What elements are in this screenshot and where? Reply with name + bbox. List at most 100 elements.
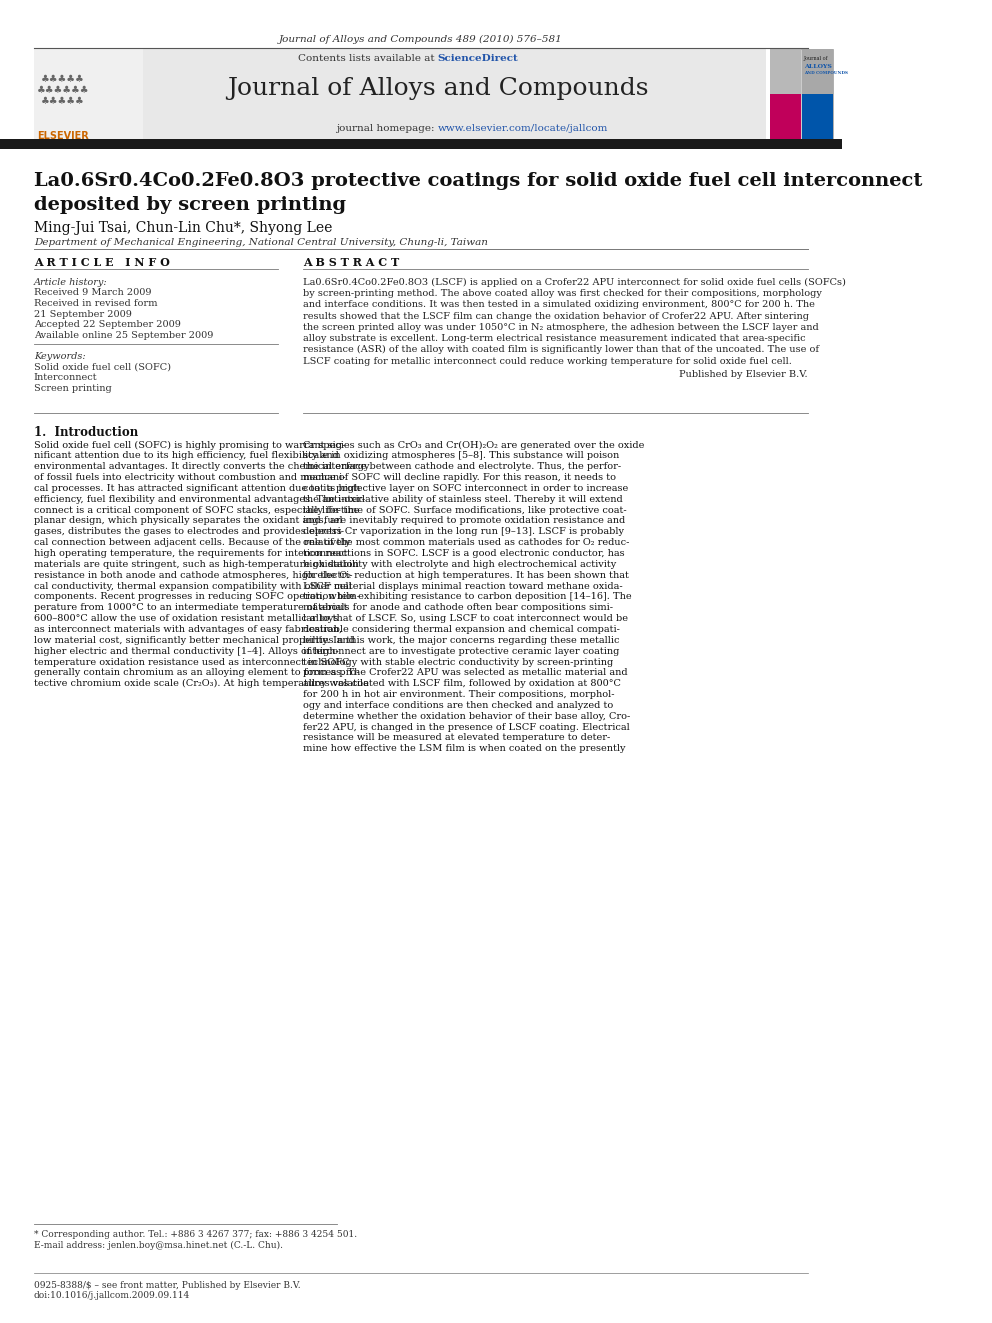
Text: results showed that the LSCF film can change the oxidation behavior of Crofer22 : results showed that the LSCF film can ch… xyxy=(303,311,809,320)
Text: mance of SOFC will decline rapidly. For this reason, it needs to: mance of SOFC will decline rapidly. For … xyxy=(303,474,616,482)
Text: technology with stable electric conductivity by screen-printing: technology with stable electric conducti… xyxy=(303,658,613,667)
Text: ALLOYS: ALLOYS xyxy=(804,64,831,69)
Text: by screen-printing method. The above coated alloy was first checked for their co: by screen-printing method. The above coa… xyxy=(303,288,822,298)
Text: Ming-Jui Tsai, Chun-Lin Chu*, Shyong Lee: Ming-Jui Tsai, Chun-Lin Chu*, Shyong Lee xyxy=(34,221,332,235)
Text: depress Cr vaporization in the long run [9–13]. LSCF is probably: depress Cr vaporization in the long run … xyxy=(303,528,624,536)
Text: lar to that of LSCF. So, using LSCF to coat interconnect would be: lar to that of LSCF. So, using LSCF to c… xyxy=(303,614,628,623)
Text: 600–800°C allow the use of oxidation resistant metallic alloys: 600–800°C allow the use of oxidation res… xyxy=(34,614,338,623)
Text: ings, are inevitably required to promote oxidation resistance and: ings, are inevitably required to promote… xyxy=(303,516,625,525)
Text: for 200 h in hot air environment. Their compositions, morphol-: for 200 h in hot air environment. Their … xyxy=(303,691,614,699)
Text: LSCF material displays minimal reaction toward methane oxida-: LSCF material displays minimal reaction … xyxy=(303,582,623,590)
Text: ELSEVIER: ELSEVIER xyxy=(38,131,89,142)
Text: tion reactions in SOFC. LSCF is a good electronic conductor, has: tion reactions in SOFC. LSCF is a good e… xyxy=(303,549,625,558)
Text: Published by Elsevier B.V.: Published by Elsevier B.V. xyxy=(680,370,808,380)
Text: Interconnect: Interconnect xyxy=(34,373,97,382)
Text: Solid oxide fuel cell (SOFC) is highly promising to warrant sig-: Solid oxide fuel cell (SOFC) is highly p… xyxy=(34,441,345,450)
Text: resistance (ASR) of the alloy with coated film is significantly lower than that : resistance (ASR) of the alloy with coate… xyxy=(303,345,819,355)
Text: * Corresponding author. Tel.: +886 3 4267 377; fax: +886 3 4254 501.: * Corresponding author. Tel.: +886 3 426… xyxy=(34,1230,357,1240)
Text: deposited by screen printing: deposited by screen printing xyxy=(34,196,346,214)
Text: Department of Mechanical Engineering, National Central University, Chung-li, Tai: Department of Mechanical Engineering, Na… xyxy=(34,238,487,247)
Text: ogy and interface conditions are then checked and analyzed to: ogy and interface conditions are then ch… xyxy=(303,701,613,710)
Text: perature from 1000°C to an intermediate temperature of about: perature from 1000°C to an intermediate … xyxy=(34,603,347,613)
Text: mine how effective the LSM film is when coated on the presently: mine how effective the LSM film is when … xyxy=(303,745,626,753)
Text: 1.  Introduction: 1. Introduction xyxy=(34,426,138,439)
Text: high stability with electrolyte and high electrochemical activity: high stability with electrolyte and high… xyxy=(303,560,616,569)
FancyBboxPatch shape xyxy=(34,49,766,139)
Text: efficiency, fuel flexibility and environmental advantages. The inter-: efficiency, fuel flexibility and environ… xyxy=(34,495,365,504)
Text: journal homepage:: journal homepage: xyxy=(336,124,437,134)
Text: coat a protective layer on SOFC interconnect in order to increase: coat a protective layer on SOFC intercon… xyxy=(303,484,628,493)
Text: alloy substrate is excellent. Long-term electrical resistance measurement indica: alloy substrate is excellent. Long-term … xyxy=(303,333,806,343)
Text: 21 September 2009: 21 September 2009 xyxy=(34,310,132,319)
Text: doi:10.1016/j.jallcom.2009.09.114: doi:10.1016/j.jallcom.2009.09.114 xyxy=(34,1291,189,1301)
Text: the life-time of SOFC. Surface modifications, like protective coat-: the life-time of SOFC. Surface modificat… xyxy=(303,505,627,515)
Text: one of the most common materials used as cathodes for O₂ reduc-: one of the most common materials used as… xyxy=(303,538,629,548)
Text: temperature oxidation resistance used as interconnect in SOFC: temperature oxidation resistance used as… xyxy=(34,658,349,667)
Text: the screen printed alloy was under 1050°C in N₂ atmosphere, the adhesion between: the screen printed alloy was under 1050°… xyxy=(303,323,818,332)
Text: Contents lists available at: Contents lists available at xyxy=(298,54,437,64)
Text: determine whether the oxidation behavior of their base alloy, Cro-: determine whether the oxidation behavior… xyxy=(303,712,630,721)
Text: 0925-8388/$ – see front matter, Published by Elsevier B.V.: 0925-8388/$ – see front matter, Publishe… xyxy=(34,1281,301,1290)
FancyBboxPatch shape xyxy=(803,49,833,94)
Text: Available online 25 September 2009: Available online 25 September 2009 xyxy=(34,331,213,340)
Text: tective chromium oxide scale (Cr₂O₃). At high temperatures volatile: tective chromium oxide scale (Cr₂O₃). At… xyxy=(34,679,369,688)
FancyBboxPatch shape xyxy=(803,94,833,139)
Text: LSCF coating for metallic interconnect could reduce working temperature for soli: LSCF coating for metallic interconnect c… xyxy=(303,356,792,365)
FancyBboxPatch shape xyxy=(34,49,143,139)
Text: cal connection between adjacent cells. Because of the relatively: cal connection between adjacent cells. B… xyxy=(34,538,350,548)
FancyBboxPatch shape xyxy=(770,49,833,139)
Text: the interface between cathode and electrolyte. Thus, the perfor-: the interface between cathode and electr… xyxy=(303,462,621,471)
Text: of fossil fuels into electricity without combustion and mechani-: of fossil fuels into electricity without… xyxy=(34,474,345,482)
Text: connect is a critical component of SOFC stacks, especially for the: connect is a critical component of SOFC … xyxy=(34,505,359,515)
Text: cal processes. It has attracted significant attention due to its high: cal processes. It has attracted signific… xyxy=(34,484,360,493)
Text: Received 9 March 2009: Received 9 March 2009 xyxy=(34,288,151,298)
Text: resistance will be measured at elevated temperature to deter-: resistance will be measured at elevated … xyxy=(303,733,610,742)
Text: the anti-oxidative ability of stainless steel. Thereby it will extend: the anti-oxidative ability of stainless … xyxy=(303,495,623,504)
Text: generally contain chromium as an alloying element to form a pro-: generally contain chromium as an alloyin… xyxy=(34,668,359,677)
Text: planar design, which physically separates the oxidant and fuel: planar design, which physically separate… xyxy=(34,516,342,525)
Text: Article history:: Article history: xyxy=(34,278,107,287)
Text: materials are quite stringent, such as high-temperature oxidation: materials are quite stringent, such as h… xyxy=(34,560,358,569)
Text: Cr species such as CrO₃ and Cr(OH)₂O₂ are generated over the oxide: Cr species such as CrO₃ and Cr(OH)₂O₂ ar… xyxy=(303,441,645,450)
Text: Accepted 22 September 2009: Accepted 22 September 2009 xyxy=(34,320,181,329)
FancyBboxPatch shape xyxy=(770,94,802,139)
Text: Journal of Alloys and Compounds 489 (2010) 576–581: Journal of Alloys and Compounds 489 (201… xyxy=(279,34,562,44)
Text: scale in oxidizing atmospheres [5–8]. This substance will poison: scale in oxidizing atmospheres [5–8]. Th… xyxy=(303,451,619,460)
Text: environmental advantages. It directly converts the chemical energy: environmental advantages. It directly co… xyxy=(34,462,369,471)
Text: higher electric and thermal conductivity [1–4]. Alloys of high-: higher electric and thermal conductivity… xyxy=(34,647,338,656)
Text: high operating temperature, the requirements for interconnect: high operating temperature, the requirem… xyxy=(34,549,347,558)
Text: La0.6Sr0.4Co0.2Fe0.8O3 protective coatings for solid oxide fuel cell interconnec: La0.6Sr0.4Co0.2Fe0.8O3 protective coatin… xyxy=(34,172,922,191)
Text: Journal of Alloys and Compounds: Journal of Alloys and Compounds xyxy=(227,77,649,99)
Text: alloy was coated with LSCF film, followed by oxidation at 800°C: alloy was coated with LSCF film, followe… xyxy=(303,679,621,688)
Text: desirable considering thermal expansion and chemical compati-: desirable considering thermal expansion … xyxy=(303,624,620,634)
Text: bility. In this work, the major concerns regarding these metallic: bility. In this work, the major concerns… xyxy=(303,636,619,644)
FancyBboxPatch shape xyxy=(0,139,841,149)
Text: tion, while exhibiting resistance to carbon deposition [14–16]. The: tion, while exhibiting resistance to car… xyxy=(303,593,632,602)
Text: La0.6Sr0.4Co0.2Fe0.8O3 (LSCF) is applied on a Crofer22 APU interconnect for soli: La0.6Sr0.4Co0.2Fe0.8O3 (LSCF) is applied… xyxy=(303,278,846,287)
Text: Journal of: Journal of xyxy=(804,56,828,61)
Text: and interface conditions. It was then tested in a simulated oxidizing environmen: and interface conditions. It was then te… xyxy=(303,300,814,310)
Text: cal conductivity, thermal expansion compatibility with other cell: cal conductivity, thermal expansion comp… xyxy=(34,582,351,590)
FancyBboxPatch shape xyxy=(770,49,802,94)
Text: process. The Crofer22 APU was selected as metallic material and: process. The Crofer22 APU was selected a… xyxy=(303,668,628,677)
Text: materials for anode and cathode often bear compositions simi-: materials for anode and cathode often be… xyxy=(303,603,613,613)
Text: ScienceDirect: ScienceDirect xyxy=(437,54,519,64)
Text: nificant attention due to its high efficiency, fuel flexibility and: nificant attention due to its high effic… xyxy=(34,451,338,460)
Text: Keywords:: Keywords: xyxy=(34,352,85,361)
Text: fer22 APU, is changed in the presence of LSCF coating. Electrical: fer22 APU, is changed in the presence of… xyxy=(303,722,630,732)
Text: resistance in both anode and cathode atmospheres, high electri-: resistance in both anode and cathode atm… xyxy=(34,570,352,579)
Text: ♣♣♣♣♣
♣♣♣♣♣♣
♣♣♣♣♣: ♣♣♣♣♣ ♣♣♣♣♣♣ ♣♣♣♣♣ xyxy=(37,74,89,106)
Text: as interconnect materials with advantages of easy fabrication,: as interconnect materials with advantage… xyxy=(34,624,342,634)
Text: interconnect are to investigate protective ceramic layer coating: interconnect are to investigate protecti… xyxy=(303,647,619,656)
Text: gases, distributes the gases to electrodes and provides electri-: gases, distributes the gases to electrod… xyxy=(34,528,343,536)
Text: A B S T R A C T: A B S T R A C T xyxy=(303,257,399,267)
Text: Solid oxide fuel cell (SOFC): Solid oxide fuel cell (SOFC) xyxy=(34,363,171,372)
Text: Screen printing: Screen printing xyxy=(34,384,111,393)
Text: AND COMPOUNDS: AND COMPOUNDS xyxy=(804,71,848,75)
Text: Received in revised form: Received in revised form xyxy=(34,299,157,308)
Text: E-mail address: jenlen.boy@msa.hinet.net (C.-L. Chu).: E-mail address: jenlen.boy@msa.hinet.net… xyxy=(34,1241,283,1250)
Text: components. Recent progresses in reducing SOFC operation tem-: components. Recent progresses in reducin… xyxy=(34,593,360,602)
Text: www.elsevier.com/locate/jallcom: www.elsevier.com/locate/jallcom xyxy=(437,124,608,134)
Text: for the O₂ reduction at high temperatures. It has been shown that: for the O₂ reduction at high temperature… xyxy=(303,570,629,579)
Text: low material cost, significantly better mechanical properties and: low material cost, significantly better … xyxy=(34,636,354,644)
